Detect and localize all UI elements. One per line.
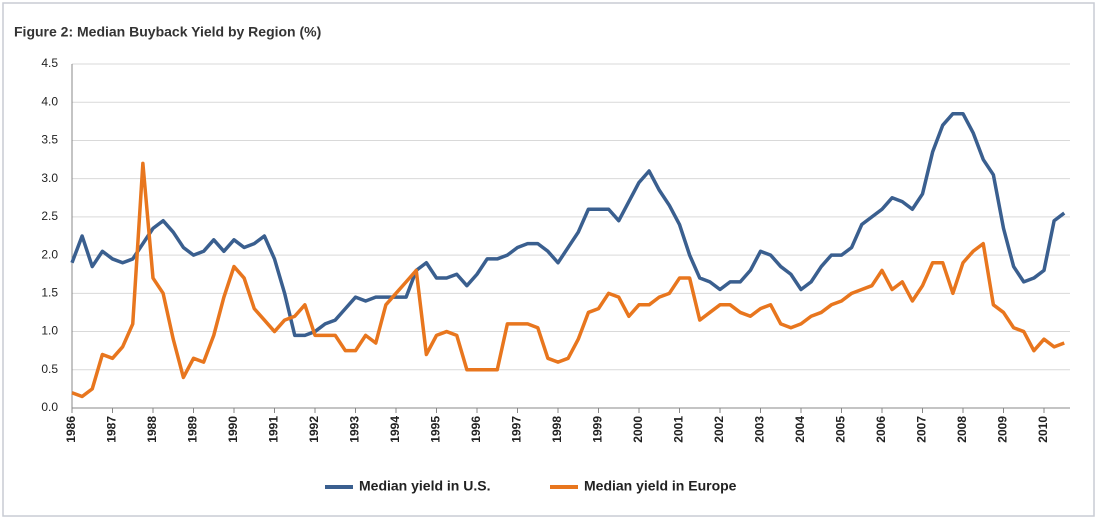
x-tick-label: 2007 (915, 416, 929, 443)
x-tick-label: 1996 (469, 416, 483, 443)
legend-label: Median yield in Europe (584, 478, 737, 494)
x-tick-label: 2000 (631, 416, 645, 443)
x-tick-label: 1987 (105, 416, 119, 443)
x-tick-label: 2008 (955, 416, 969, 443)
y-tick-label: 1.5 (41, 286, 58, 300)
legend-label: Median yield in U.S. (359, 478, 490, 494)
x-tick-label: 1995 (429, 416, 443, 443)
x-tick-label: 1988 (145, 416, 159, 443)
x-tick-label: 2006 (874, 416, 888, 443)
x-tick-label: 1989 (186, 416, 200, 443)
x-tick-label: 2005 (834, 416, 848, 443)
y-tick-label: 0.0 (41, 400, 58, 414)
series-line (71, 161, 1065, 399)
x-tick-label: 1999 (591, 416, 605, 443)
x-tick-label: 2009 (996, 416, 1010, 443)
y-tick-label: 1.0 (41, 324, 58, 338)
x-tick-label: 1990 (226, 416, 240, 443)
x-tick-label: 2002 (712, 416, 726, 443)
x-tick-label: 2004 (793, 416, 807, 443)
y-tick-label: 4.0 (41, 94, 58, 108)
y-tick-label: 2.0 (41, 247, 58, 261)
x-tick-label: 1986 (64, 416, 78, 443)
y-tick-label: 4.5 (41, 56, 58, 70)
x-tick-label: 1993 (348, 416, 362, 443)
y-tick-label: 3.0 (41, 171, 58, 185)
x-tick-label: 2003 (753, 416, 767, 443)
x-tick-label: 1997 (510, 416, 524, 443)
x-tick-label: 1992 (307, 416, 321, 443)
x-tick-label: 1994 (388, 416, 402, 443)
y-tick-label: 3.5 (41, 133, 58, 147)
chart-title: Figure 2: Median Buyback Yield by Region… (14, 24, 321, 40)
y-tick-label: 2.5 (41, 209, 58, 223)
x-tick-label: 1998 (550, 416, 564, 443)
y-tick-label: 0.5 (41, 362, 58, 376)
series-line (70, 111, 1066, 338)
x-tick-label: 2001 (672, 416, 686, 443)
x-tick-label: 2010 (1036, 416, 1050, 443)
x-tick-label: 1991 (267, 416, 281, 443)
